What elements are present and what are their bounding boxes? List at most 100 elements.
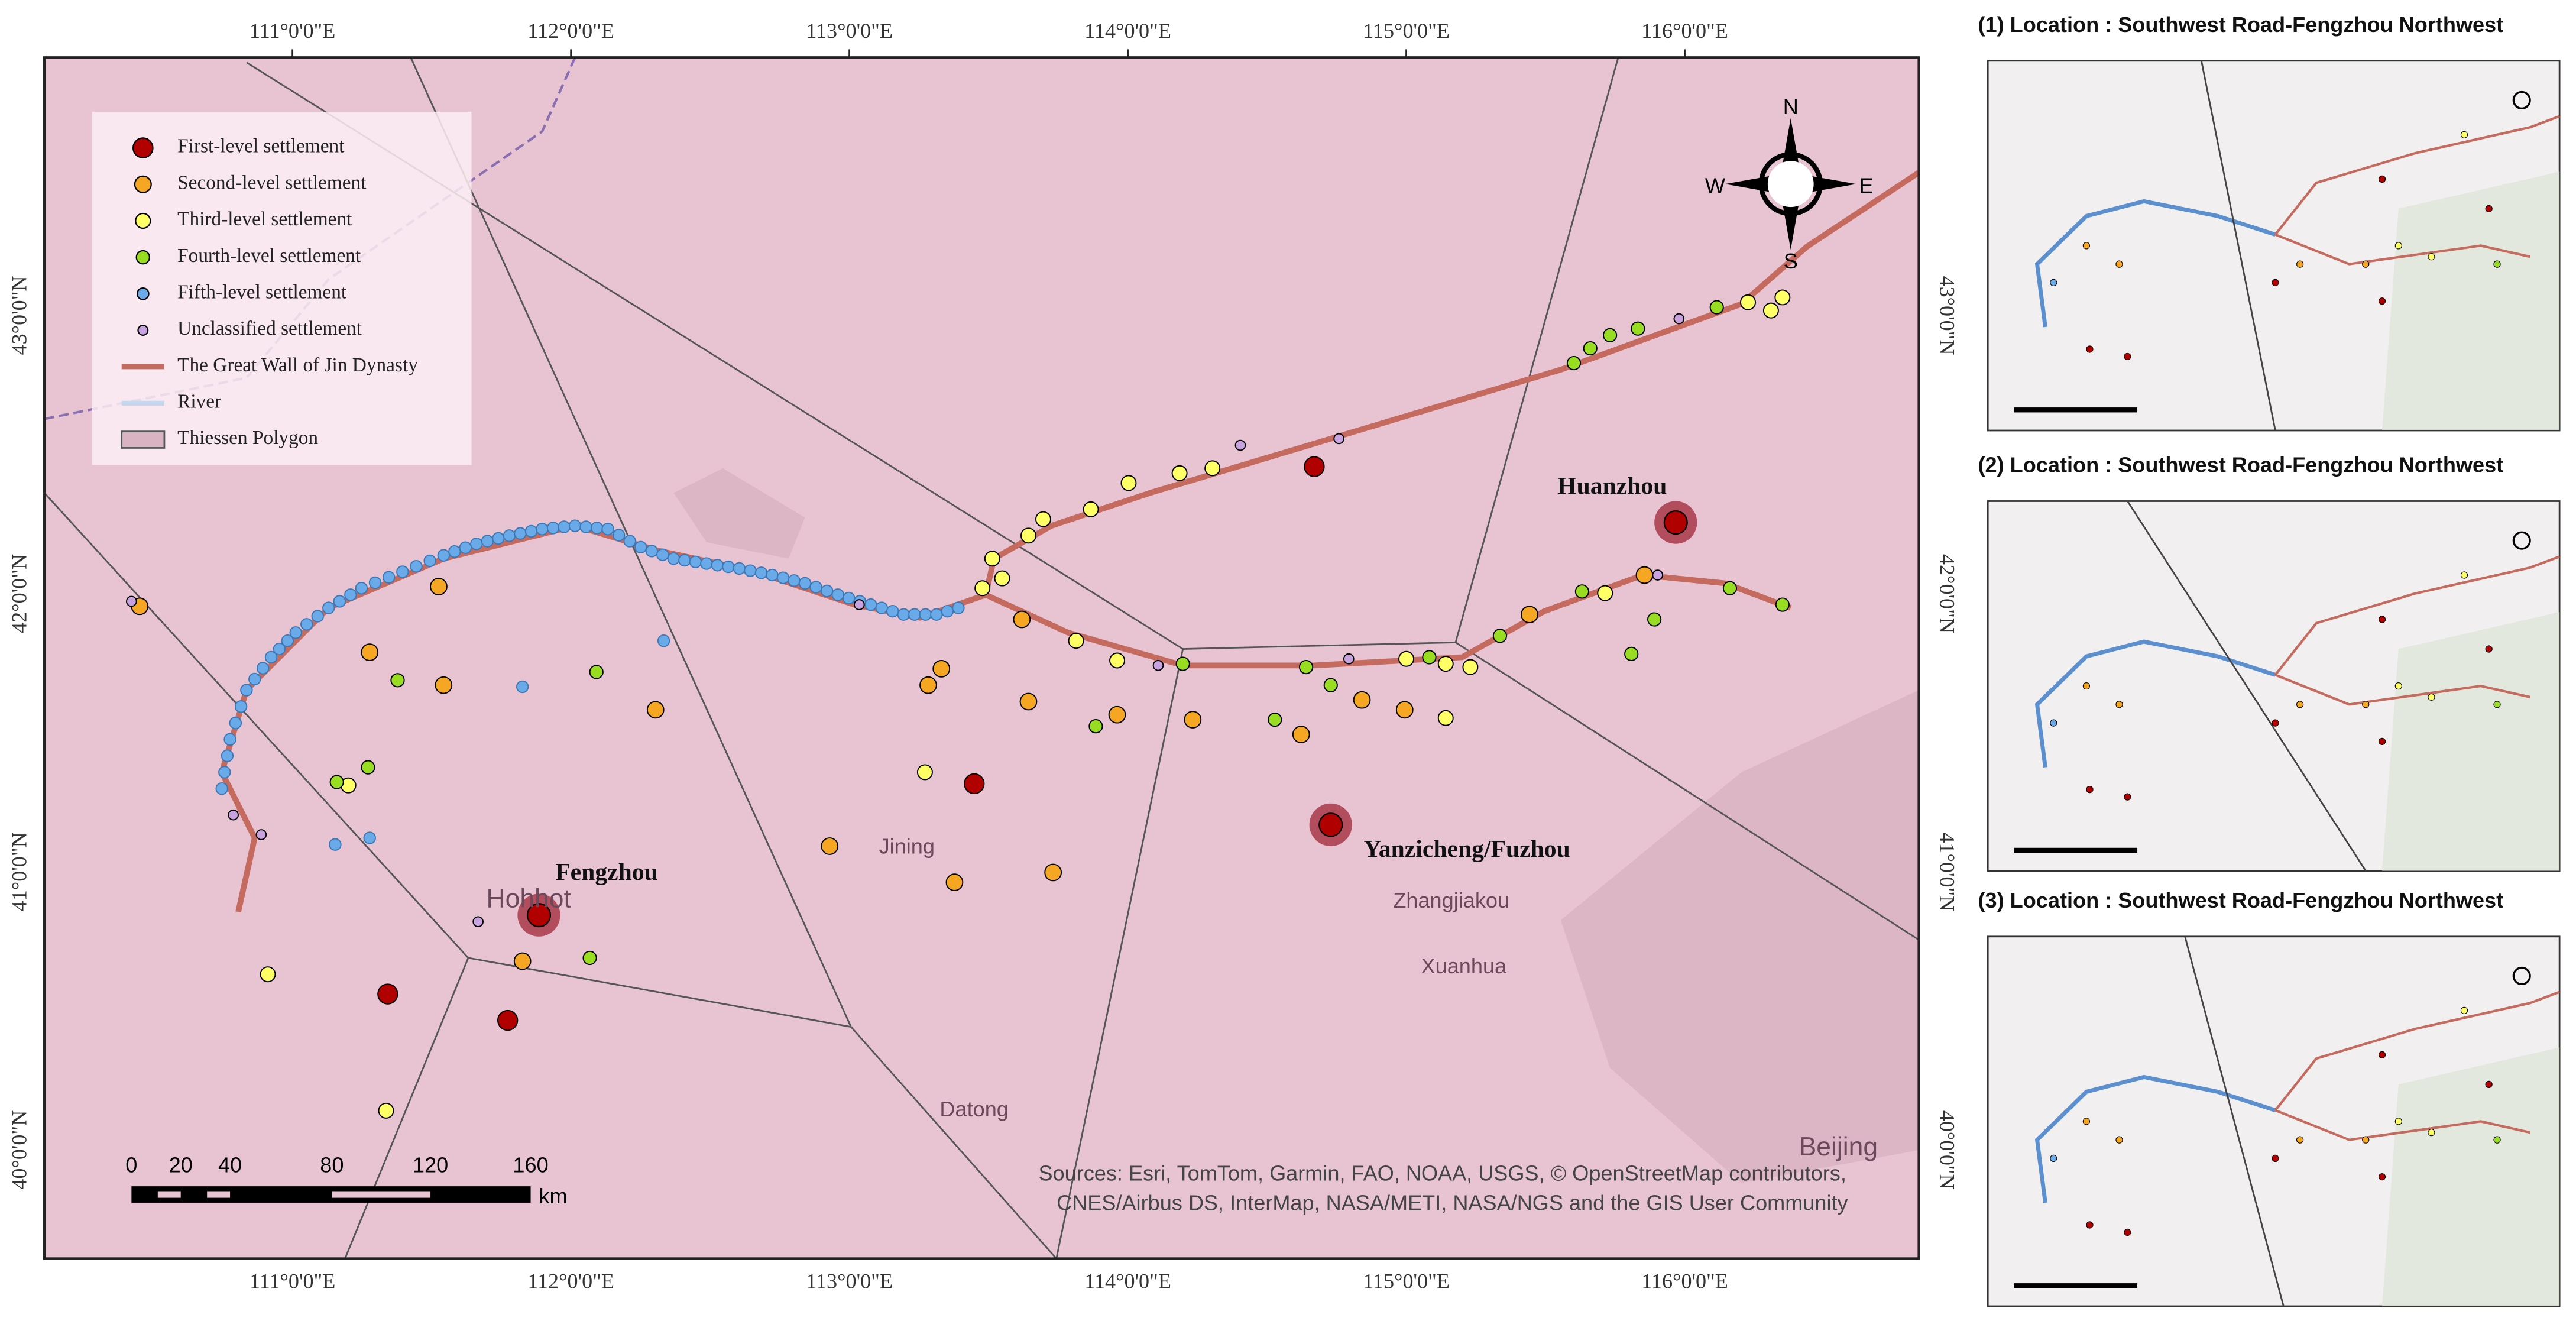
settlement xyxy=(1019,692,1038,711)
settlement xyxy=(1774,289,1791,306)
settlement xyxy=(656,548,669,561)
panel-settlement xyxy=(2428,253,2435,261)
panel-settlement xyxy=(2485,645,2493,653)
settlement xyxy=(248,672,261,686)
settlement xyxy=(1044,863,1062,882)
compass-label: W xyxy=(1705,173,1725,197)
settlement xyxy=(601,523,614,536)
settlement xyxy=(355,582,368,595)
settlement xyxy=(579,520,592,533)
settlement xyxy=(941,604,954,618)
settlement xyxy=(1574,584,1589,599)
settlement xyxy=(646,701,665,719)
panel-settlement xyxy=(2086,1221,2094,1229)
panel-settlement xyxy=(2460,131,2468,138)
compass-label: N xyxy=(1783,95,1799,119)
settlement xyxy=(568,519,582,532)
settlement xyxy=(831,588,844,601)
legend-label: Fourth-level settlement xyxy=(177,245,361,267)
lon-label: 116°0'0"E xyxy=(1641,1269,1728,1293)
panel-settlement xyxy=(2378,616,2386,623)
settlement xyxy=(1398,650,1415,667)
settlement xyxy=(919,608,932,621)
settlement xyxy=(264,650,278,664)
settlement xyxy=(1422,650,1437,665)
settlement xyxy=(974,580,991,597)
settlement xyxy=(1068,633,1084,649)
panel-settlement xyxy=(2378,1051,2386,1058)
settlement xyxy=(1624,646,1639,661)
settlement xyxy=(994,570,1010,587)
settlement xyxy=(590,522,604,535)
lon-label: 115°0'0"E xyxy=(1363,1269,1450,1293)
settlement xyxy=(1673,313,1685,325)
panel-title: (1) Location : Southwest Road-Fengzhou N… xyxy=(1978,12,2504,37)
settlement xyxy=(329,775,344,789)
legend-symbol xyxy=(135,250,151,265)
settlement xyxy=(1171,465,1188,481)
settlement xyxy=(1597,585,1613,601)
settlement xyxy=(396,565,409,578)
panel-terrain xyxy=(2382,171,2560,430)
settlement xyxy=(1740,294,1756,310)
lat-label: 41°0'0"N xyxy=(1936,832,1959,911)
settlement xyxy=(1762,302,1779,319)
settlement xyxy=(820,584,834,598)
settlement xyxy=(1635,566,1654,584)
panel-map xyxy=(1987,500,2561,872)
panel-settlement xyxy=(2296,701,2304,708)
compass: N E S W xyxy=(1705,95,1874,273)
settlement xyxy=(390,673,405,688)
lon-label: 112°0'0"E xyxy=(527,1269,614,1293)
settlement xyxy=(667,552,680,565)
settlement xyxy=(472,916,484,928)
legend-box xyxy=(92,111,472,465)
place-label: Huanzhou xyxy=(1557,472,1667,500)
panel-boundary xyxy=(2127,500,2367,872)
settlement xyxy=(1088,719,1103,734)
panel-settlement xyxy=(2394,242,2402,250)
panel-settlement xyxy=(2124,1228,2131,1236)
settlement xyxy=(558,520,571,533)
basemap-label: Xuanhua xyxy=(1421,954,1507,978)
settlement xyxy=(513,952,532,970)
panel-map xyxy=(1987,60,2561,432)
legend-symbol xyxy=(132,137,154,158)
panel-settlement xyxy=(2086,345,2094,353)
panel-compass xyxy=(2512,531,2531,550)
lon-label: 111°0'0"E xyxy=(250,19,335,43)
settlement xyxy=(430,578,448,595)
settlement xyxy=(919,676,937,694)
settlement xyxy=(228,809,239,821)
panel-settlement xyxy=(2378,737,2386,745)
panel-settlement xyxy=(2082,682,2091,690)
lon-label: 112°0'0"E xyxy=(527,19,614,43)
panel-scale xyxy=(2014,847,2138,853)
settlement xyxy=(218,766,231,779)
panel-settlement xyxy=(2493,701,2501,708)
panel-settlement xyxy=(2460,1006,2468,1014)
settlement xyxy=(229,716,242,730)
panel-settlement xyxy=(2296,260,2304,268)
legend-symbol xyxy=(134,175,152,193)
scale-label: 80 xyxy=(320,1152,344,1177)
panel-boundary xyxy=(2184,936,2285,1307)
settlement xyxy=(1492,629,1508,643)
settlement xyxy=(776,571,790,584)
settlement xyxy=(368,576,382,590)
place-label: Yanzicheng/Fuzhou xyxy=(1363,836,1570,863)
settlement xyxy=(437,549,450,562)
settlement xyxy=(382,571,396,584)
settlement xyxy=(514,527,527,540)
settlement xyxy=(842,591,856,605)
settlement xyxy=(1304,456,1325,477)
panel-river xyxy=(2034,639,2276,768)
panel-settlement xyxy=(2394,1118,2402,1125)
panel-terrain xyxy=(2382,1047,2560,1306)
settlement xyxy=(1647,612,1662,627)
settlement xyxy=(1437,710,1454,726)
panel-settlement xyxy=(2296,1136,2304,1144)
lon-label: 114°0'0"E xyxy=(1084,19,1171,43)
lon-label: 113°0'0"E xyxy=(806,1269,893,1293)
